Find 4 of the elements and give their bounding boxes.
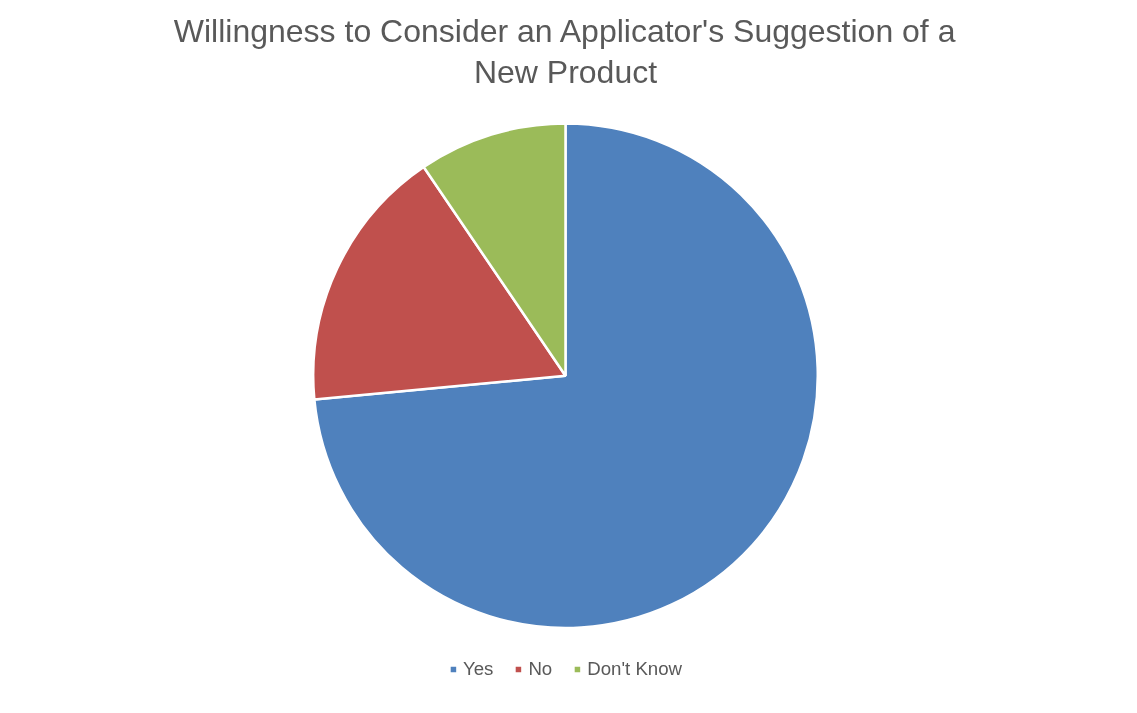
legend-label: Yes — [462, 658, 494, 680]
legend-label: No — [528, 658, 553, 680]
legend-label: Don't Know — [587, 658, 683, 680]
chart-title: Willingness to Consider an Applicator's Suggestion of a New Product — [173, 12, 956, 91]
